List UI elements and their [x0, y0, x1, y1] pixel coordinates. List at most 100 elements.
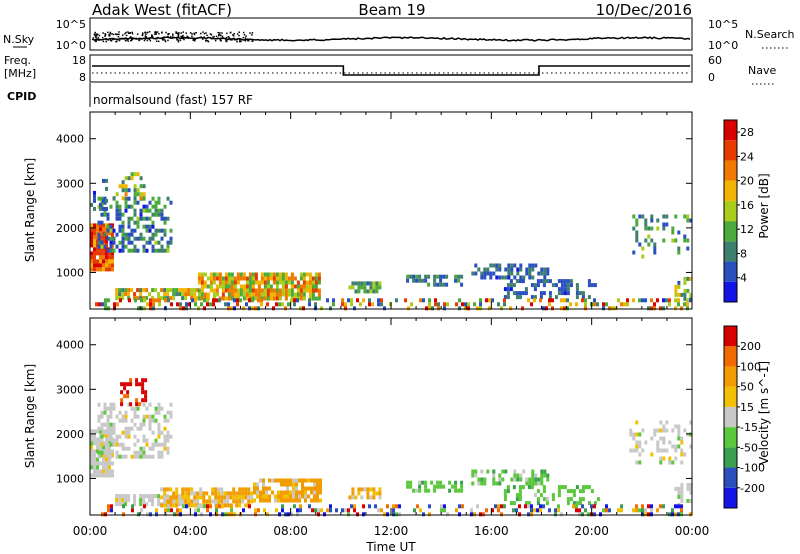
range-time-cell: [202, 491, 206, 496]
range-time-cell: [635, 460, 639, 465]
range-time-cell: [281, 272, 285, 277]
range-time-cell: [223, 495, 227, 500]
range-time-cell: [158, 302, 161, 307]
range-time-cell: [314, 272, 318, 277]
range-time-cell: [123, 394, 127, 399]
range-time-cell: [151, 212, 155, 217]
range-time-cell: [629, 432, 633, 437]
range-time-cell: [329, 508, 332, 513]
nsearch-dot: [170, 36, 172, 38]
range-time-cell: [93, 206, 96, 211]
nsearch-dot: [124, 39, 127, 42]
range-time-cell: [507, 263, 511, 268]
colorbar-segment: [724, 326, 737, 347]
range-time-cell: [166, 434, 170, 439]
range-time-cell: [433, 274, 437, 279]
range-time-cell: [157, 450, 161, 455]
range-time-cell: [268, 486, 271, 491]
range-time-cell: [139, 212, 143, 217]
nsearch-dot: [180, 35, 182, 38]
range-time-cell: [677, 504, 680, 509]
range-time-cell: [127, 220, 131, 225]
range-time-cell: [121, 220, 125, 225]
range-time-cell: [626, 298, 629, 303]
range-time-cell: [310, 478, 313, 483]
range-time-cell: [482, 512, 485, 517]
nsearch-dot: [219, 37, 222, 40]
range-time-cell: [253, 486, 256, 491]
range-time-cell: [136, 426, 140, 431]
range-time-cell: [184, 495, 188, 500]
range-time-cell: [233, 298, 236, 303]
range-time-cell: [142, 192, 146, 197]
range-time-cell: [647, 512, 650, 517]
range-time-cell: [632, 226, 636, 231]
range-time-cell: [301, 486, 304, 491]
range-time-cell: [133, 208, 137, 213]
range-time-cell: [209, 512, 212, 517]
nsearch-dot: [224, 37, 227, 40]
range-time-cell: [175, 491, 179, 496]
range-time-cell: [111, 259, 114, 264]
nsearch-dot: [202, 38, 204, 40]
range-time-cell: [121, 188, 125, 193]
range-time-cell: [257, 280, 261, 285]
range-time-cell: [169, 240, 173, 245]
range-time-cell: [307, 494, 310, 499]
range-time-cell: [112, 406, 116, 411]
range-time-cell: [513, 469, 517, 474]
range-time-cell: [593, 283, 597, 288]
range-time-cell: [102, 465, 105, 470]
range-time-cell: [272, 292, 276, 297]
range-time-cell: [545, 279, 549, 284]
nsearch-dot: [141, 34, 144, 36]
colorbar-tick-label: 20: [740, 175, 754, 188]
range-time-cell: [542, 283, 546, 288]
range-time-cell: [283, 490, 286, 495]
range-time-cell: [182, 504, 185, 509]
range-time-cell: [474, 271, 478, 276]
range-time-cell: [93, 251, 96, 256]
range-time-cell: [557, 279, 561, 284]
range-time-cell: [166, 244, 170, 249]
range-time-cell: [489, 263, 493, 268]
range-time-cell: [176, 508, 179, 513]
range-time-cell: [476, 306, 479, 311]
range-time-cell: [354, 289, 358, 294]
range-time-cell: [101, 302, 104, 307]
range-time-cell: [193, 491, 197, 496]
x-tick-label: 20:00: [574, 524, 609, 538]
range-time-cell: [407, 306, 410, 311]
nsky-frame: [89, 17, 693, 51]
range-time-cell: [169, 495, 173, 500]
range-time-cell: [236, 276, 240, 281]
range-time-cell: [256, 486, 259, 491]
range-time-cell: [406, 278, 410, 283]
range-time-cell: [608, 306, 611, 311]
range-time-cell: [278, 276, 282, 281]
range-time-cell: [539, 508, 542, 513]
nsearch-dot: [113, 38, 115, 40]
range-time-cell: [350, 298, 353, 303]
range-time-cell: [93, 255, 96, 260]
range-time-cell: [674, 512, 677, 517]
range-time-cell: [650, 238, 654, 243]
nsearch-dot: [109, 34, 111, 37]
nsearch-label: N.Search: [745, 28, 795, 41]
range-time-cell: [677, 490, 681, 495]
range-time-cell: [163, 216, 167, 221]
range-time-cell: [235, 503, 239, 508]
range-time-cell: [357, 289, 361, 294]
freq-line: [92, 65, 690, 76]
range-time-cell: [460, 480, 464, 485]
range-time-cell: [287, 512, 290, 517]
range-time-cell: [686, 302, 689, 307]
range-time-cell: [424, 278, 428, 283]
range-time-cell: [290, 298, 293, 303]
range-time-cell: [248, 504, 251, 509]
range-time-cell: [498, 275, 502, 280]
nsearch-dot: [128, 37, 131, 39]
range-time-cell: [275, 296, 279, 301]
range-time-cell: [93, 465, 96, 470]
